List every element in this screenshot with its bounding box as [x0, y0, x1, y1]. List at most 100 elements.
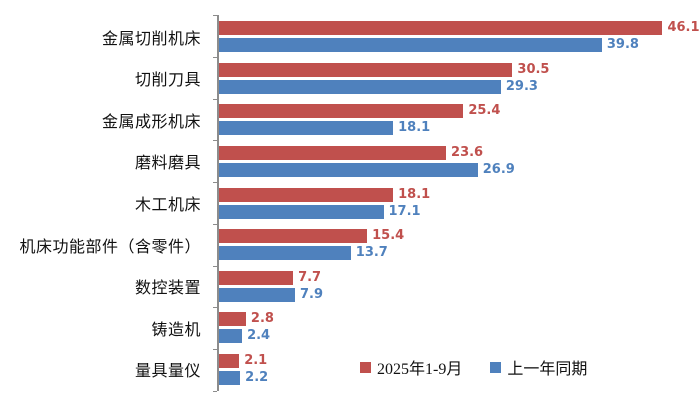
bar-line: 23.6: [219, 144, 700, 160]
bar-current-period: [219, 21, 663, 36]
bar-previous-period: [219, 370, 241, 385]
category-label: 切削刀具: [134, 72, 201, 90]
bar-previous-period: [219, 246, 351, 261]
bar-line: 18.1: [219, 186, 700, 202]
y-axis-line: [217, 15, 219, 391]
bar-value-label: 18.1: [398, 120, 431, 136]
bar-group: 46.1 39.8: [219, 16, 700, 58]
bar-value-label: 2.1: [244, 352, 268, 368]
bar-value-label: 25.4: [468, 103, 501, 119]
bar-line: 13.7: [219, 245, 700, 261]
axis-tick: [213, 182, 217, 184]
category-label: 木工机床: [134, 197, 201, 215]
bar-line: 2.1: [219, 352, 700, 368]
bar-line: 2.4: [219, 328, 700, 344]
bar-line: 25.4: [219, 103, 700, 119]
bar-line: 26.9: [219, 161, 700, 177]
chart-rows: 金属切削机床 46.1 39.8 切削刀具 30.5 29.3 金属成形机床 25.4 18.1…: [0, 16, 700, 390]
legend-item-current-period: 2025年1-9月: [360, 355, 462, 379]
legend-label-current-period: 2025年1-9月: [377, 361, 463, 378]
legend: 2025年1-9月 上一年同期: [360, 355, 587, 379]
legend-item-previous-period: 上一年同期: [490, 355, 587, 379]
y-axis-ticks: [213, 15, 219, 392]
bar-value-label: 39.8: [606, 37, 639, 53]
axis-tick: [213, 349, 217, 351]
chart-row: 铸造机 2.8 2.4: [0, 307, 700, 349]
bar-group: 25.4 18.1: [219, 99, 700, 141]
category-label: 金属切削机床: [101, 30, 201, 48]
bar-group: 2.8 2.4: [219, 307, 700, 349]
bar-value-label: 7.9: [299, 286, 324, 302]
bar-previous-period: [219, 287, 295, 302]
bar-previous-period: [219, 329, 243, 344]
bar-value-label: 13.7: [355, 245, 388, 261]
bar-value-label: 7.7: [298, 269, 322, 285]
bar-line: 18.1: [219, 120, 700, 136]
bar-current-period: [219, 270, 294, 285]
bar-group: 15.4 13.7: [219, 224, 700, 266]
bar-current-period: [219, 229, 368, 244]
bar-line: 7.7: [219, 269, 700, 285]
chart-row: 量具量仪 2.1 2.2: [0, 349, 700, 391]
bar-current-period: [219, 62, 513, 77]
category-label: 数控装置: [134, 280, 201, 298]
bar-value-label: 23.6: [451, 144, 484, 160]
bar-current-period: [219, 353, 240, 368]
category-label: 金属成形机床: [101, 113, 201, 131]
category-label: 铸造机: [151, 321, 201, 339]
bar-line: 39.8: [219, 37, 700, 53]
bar-value-label: 15.4: [372, 228, 405, 244]
category-label: 机床功能部件（含零件）: [19, 238, 201, 256]
bar-group: 7.7 7.9: [219, 265, 700, 307]
bar-group: 2.1 2.2: [219, 349, 700, 391]
chart-row: 磨料磨具 23.6 26.9: [0, 141, 700, 183]
bar-line: 2.8: [219, 311, 700, 327]
bar-line: 2.2: [219, 369, 700, 385]
axis-tick: [213, 265, 217, 267]
chart-row: 机床功能部件（含零件） 15.4 13.7: [0, 224, 700, 266]
axis-tick: [213, 223, 217, 225]
bar-previous-period: [219, 121, 394, 136]
chart-row: 木工机床 18.1 17.1: [0, 182, 700, 224]
category-label: 量具量仪: [134, 363, 201, 381]
bar-previous-period: [219, 38, 602, 53]
bar-value-label: 2.8: [250, 311, 274, 327]
bar-line: 17.1: [219, 203, 700, 219]
legend-swatch-previous-period-icon: [490, 361, 502, 373]
bar-value-label: 26.9: [482, 161, 515, 177]
axis-tick: [213, 391, 217, 392]
bar-line: 29.3: [219, 78, 700, 94]
bar-line: 15.4: [219, 228, 700, 244]
category-label: 磨料磨具: [134, 155, 201, 173]
axis-tick: [213, 98, 217, 100]
bar-group: 18.1 17.1: [219, 182, 700, 224]
axis-tick: [213, 140, 217, 142]
legend-swatch-current-period-icon: [360, 361, 371, 373]
bar-line: 46.1: [219, 20, 700, 36]
chart-row: 数控装置 7.7 7.9: [0, 265, 700, 307]
bar-value-label: 2.4: [247, 328, 271, 344]
bar-value-label: 29.3: [505, 78, 538, 94]
chart-row: 切削刀具 30.5 29.3: [0, 58, 700, 100]
bar-current-period: [219, 104, 464, 119]
bar-value-label: 18.1: [398, 186, 431, 202]
bar-previous-period: [219, 162, 478, 177]
bar-line: 7.9: [219, 286, 700, 302]
bar-current-period: [219, 312, 246, 327]
bar-previous-period: [219, 204, 384, 219]
legend-label-previous-period: 上一年同期: [507, 361, 588, 378]
bar-group: 23.6 26.9: [219, 141, 700, 183]
chart-row: 金属切削机床 46.1 39.8: [0, 16, 700, 58]
bar-current-period: [219, 145, 447, 160]
bar-value-label: 46.1: [667, 20, 700, 36]
bar-current-period: [219, 187, 394, 202]
bar-previous-period: [219, 79, 501, 94]
bar-line: 30.5: [219, 61, 700, 77]
axis-tick: [213, 307, 217, 309]
bar-value-label: 17.1: [388, 203, 421, 219]
bar-value-label: 30.5: [517, 61, 550, 77]
axis-tick: [213, 56, 217, 58]
axis-tick: [213, 15, 217, 16]
bar-value-label: 2.2: [245, 369, 269, 385]
